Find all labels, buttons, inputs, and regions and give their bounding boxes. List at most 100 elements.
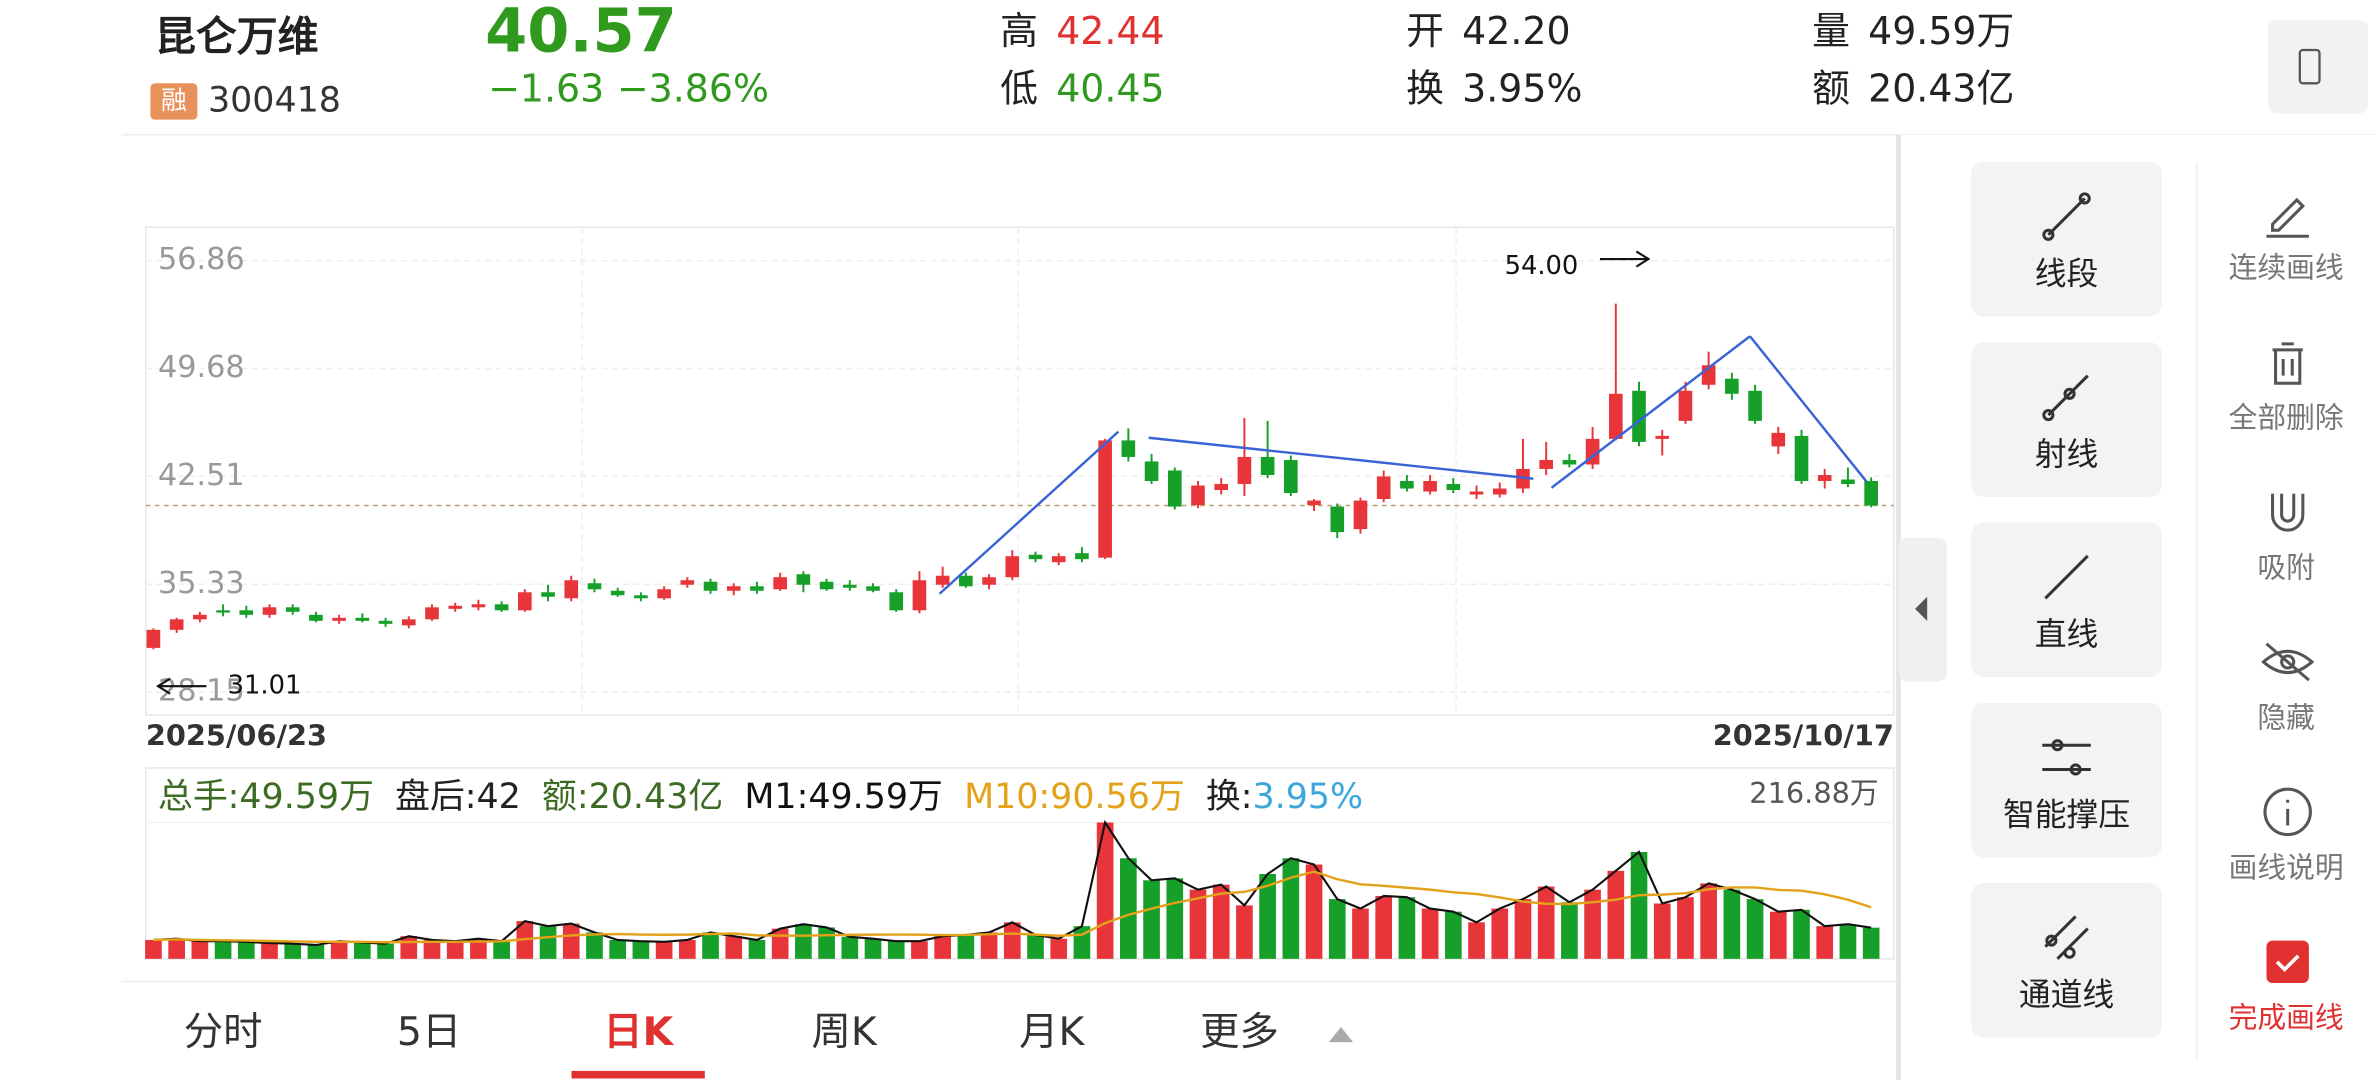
candle-body — [1400, 481, 1414, 489]
tab[interactable]: 周K — [812, 1009, 878, 1055]
side-icon — [2272, 342, 2303, 385]
candle-body — [1307, 500, 1321, 506]
volume-bar — [400, 936, 418, 959]
volume-bar — [1677, 897, 1694, 959]
candle-body — [1005, 556, 1020, 578]
candle-body — [378, 620, 393, 624]
stock-code: 300418 — [208, 80, 341, 120]
tag-box — [150, 83, 198, 120]
candle-body — [1167, 470, 1182, 507]
side-icon — [2271, 493, 2305, 532]
volume-bar — [632, 941, 650, 959]
y-tick-label: 42.51 — [158, 458, 245, 493]
legend-label: M1: — [744, 777, 808, 817]
candle-body — [332, 617, 346, 621]
y-tick-label: 56.86 — [158, 242, 245, 277]
candle-body — [1469, 491, 1484, 495]
stat-value: 42.44 — [1056, 9, 1164, 53]
tab[interactable]: 分时 — [184, 1009, 263, 1055]
candle-body — [285, 607, 300, 612]
tab[interactable]: 更多 — [1200, 1009, 1279, 1055]
arrow — [155, 677, 207, 695]
candle-body — [1075, 553, 1089, 560]
candle-body — [657, 589, 671, 599]
volume-bar — [1607, 870, 1625, 959]
volume-bar — [1282, 858, 1300, 959]
candle-body — [471, 604, 486, 608]
candle-body — [1864, 481, 1878, 506]
side-icon — [2261, 642, 2315, 682]
side-label[interactable]: 全部删除 — [2229, 401, 2344, 435]
volume-bar — [446, 941, 464, 959]
tab[interactable]: 日K — [603, 1009, 674, 1055]
m1-line — [153, 819, 1872, 947]
tool-button[interactable] — [1971, 702, 2162, 858]
volume-bar — [586, 932, 603, 959]
tool-button[interactable] — [1971, 883, 2162, 1038]
side-label[interactable]: 隐藏 — [2257, 700, 2315, 734]
volume-bar — [1723, 889, 1741, 959]
phone-icon — [2298, 48, 2321, 85]
candle-body — [1121, 440, 1136, 457]
volume-bar — [702, 932, 719, 959]
phone-button[interactable] — [2268, 19, 2368, 114]
volume-bar — [168, 938, 185, 959]
tool-icon — [2042, 374, 2089, 422]
volume-bar — [470, 938, 487, 959]
tool-label: 线段 — [2035, 256, 2099, 293]
volume-bar — [1793, 909, 1810, 959]
candle-body — [866, 586, 880, 591]
volume-bar — [609, 939, 627, 959]
tool-icon — [2042, 739, 2091, 776]
candle-body — [796, 574, 811, 585]
candle-body — [1028, 554, 1043, 560]
volume-bar — [1212, 884, 1230, 959]
tab-indicator — [571, 1070, 705, 1079]
volume-bar — [1305, 864, 1323, 959]
candle-body — [1098, 440, 1112, 558]
stat-label: 高 — [1000, 9, 1038, 53]
start-date: 2025/06/23 — [146, 719, 327, 753]
tool-button[interactable] — [1971, 342, 2162, 497]
volume-bar — [911, 941, 928, 959]
volume-bar — [1491, 908, 1509, 959]
side-label[interactable]: 完成画线 — [2229, 1000, 2344, 1034]
stat-label: 额 — [1812, 66, 1850, 110]
drawn-lines — [938, 335, 1868, 595]
candle-body — [1771, 432, 1786, 447]
done-icon[interactable] — [2266, 940, 2309, 984]
volume-bar — [1027, 934, 1044, 959]
side-label[interactable]: 连续画线 — [2229, 251, 2344, 285]
candle-body — [541, 592, 555, 597]
volume-bar — [307, 944, 325, 959]
tab[interactable]: 月K — [1019, 1009, 1085, 1055]
side-label[interactable]: 画线说明 — [2229, 850, 2344, 884]
candle-body — [1446, 484, 1461, 491]
candle-body — [634, 595, 648, 599]
price: 40.57 — [485, 0, 677, 66]
volume-bar — [493, 941, 510, 959]
candle-body — [216, 610, 230, 613]
candle-body — [1214, 484, 1229, 491]
side-label[interactable]: 吸附 — [2257, 551, 2315, 585]
v-tick-label: 216.88万 — [1749, 776, 1878, 810]
stat-label: 换 — [1406, 66, 1444, 110]
tool-button[interactable] — [1971, 162, 2162, 317]
tool-icon — [2042, 192, 2091, 241]
candle-body — [1284, 459, 1298, 494]
candle-body — [309, 614, 323, 621]
volume-bar — [191, 941, 209, 959]
tab[interactable]: 5日 — [397, 1009, 461, 1055]
candle-body — [889, 592, 904, 611]
volume-bar — [1143, 880, 1160, 959]
collapse-arrow — [1915, 596, 1928, 622]
candle-body — [1817, 474, 1832, 482]
check — [2275, 954, 2300, 972]
volume-bar — [655, 941, 673, 959]
candle-body — [1492, 488, 1507, 495]
candle-body — [1237, 456, 1252, 485]
candle-body — [842, 584, 857, 588]
side-icon — [2263, 787, 2312, 837]
tool-button[interactable] — [1971, 522, 2162, 678]
